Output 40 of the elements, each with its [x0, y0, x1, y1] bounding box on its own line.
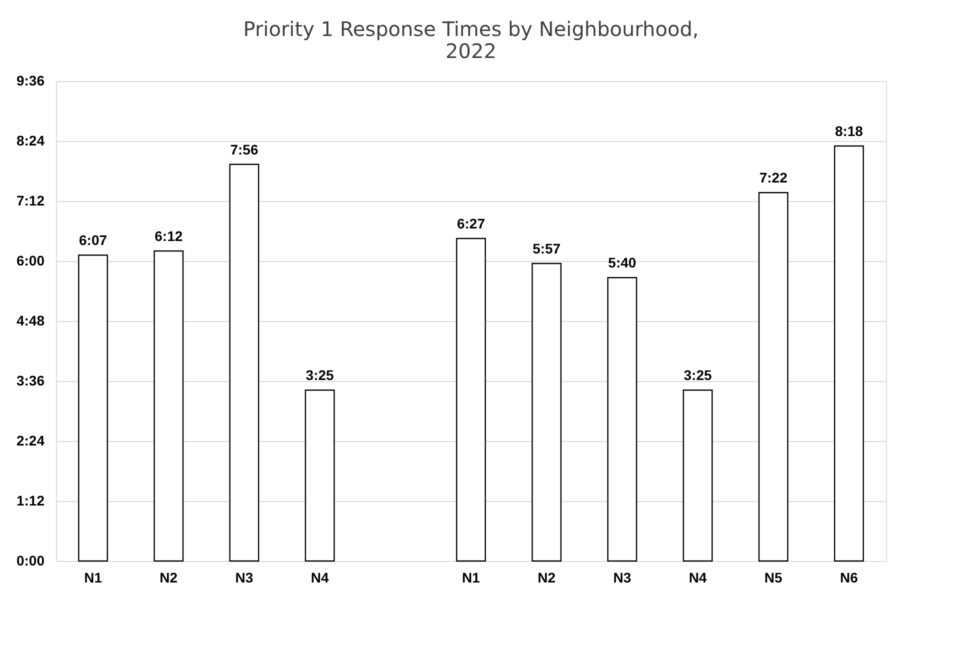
y-tick-label: 9:36 [16, 72, 45, 88]
bar [758, 192, 788, 562]
y-tick-label: 8:24 [16, 132, 45, 148]
y-tick-label: 2:24 [16, 432, 45, 448]
x-tick-label: N5 [764, 570, 783, 586]
bar [682, 390, 713, 562]
x-tick-label: N4 [310, 570, 329, 586]
x-tick-label: N1 [462, 570, 480, 586]
y-tick-label: 0:00 [16, 552, 45, 568]
data-label: 3:25 [306, 367, 334, 384]
chart-title: Priority 1 Response Times by Neighbourhood, 2022 [243, 17, 699, 63]
bar [456, 238, 486, 562]
x-tick-label: N2 [538, 570, 556, 586]
data-label: 7:56 [230, 141, 258, 158]
x-tick-label: N3 [235, 570, 254, 586]
data-label: 3:25 [684, 367, 712, 384]
y-tick-label: 6:00 [16, 252, 45, 268]
x-tick-label: N4 [688, 570, 707, 586]
y-tick-label: 4:48 [16, 312, 45, 328]
bar [304, 390, 335, 562]
bar [607, 277, 638, 562]
bar [229, 164, 260, 562]
bar [532, 262, 562, 562]
data-label: 5:40 [608, 254, 636, 271]
x-tick-label: N3 [613, 570, 632, 586]
y-tick-label: 3:36 [16, 372, 45, 388]
data-label: 6:27 [456, 216, 486, 232]
bar [834, 145, 864, 562]
bar [154, 250, 184, 562]
data-label: 8:18 [834, 123, 864, 139]
data-label: 6:07 [79, 232, 108, 248]
y-tick-label: 7:12 [16, 192, 45, 208]
data-label: 6:12 [154, 228, 183, 244]
data-label: 7:22 [759, 170, 788, 186]
x-tick-label: N1 [84, 570, 102, 586]
bar [78, 254, 108, 562]
data-label: 5:57 [532, 240, 561, 256]
x-tick-label: N2 [160, 570, 178, 586]
y-tick-label: 1:12 [16, 492, 45, 508]
x-tick-label: N6 [840, 570, 858, 586]
